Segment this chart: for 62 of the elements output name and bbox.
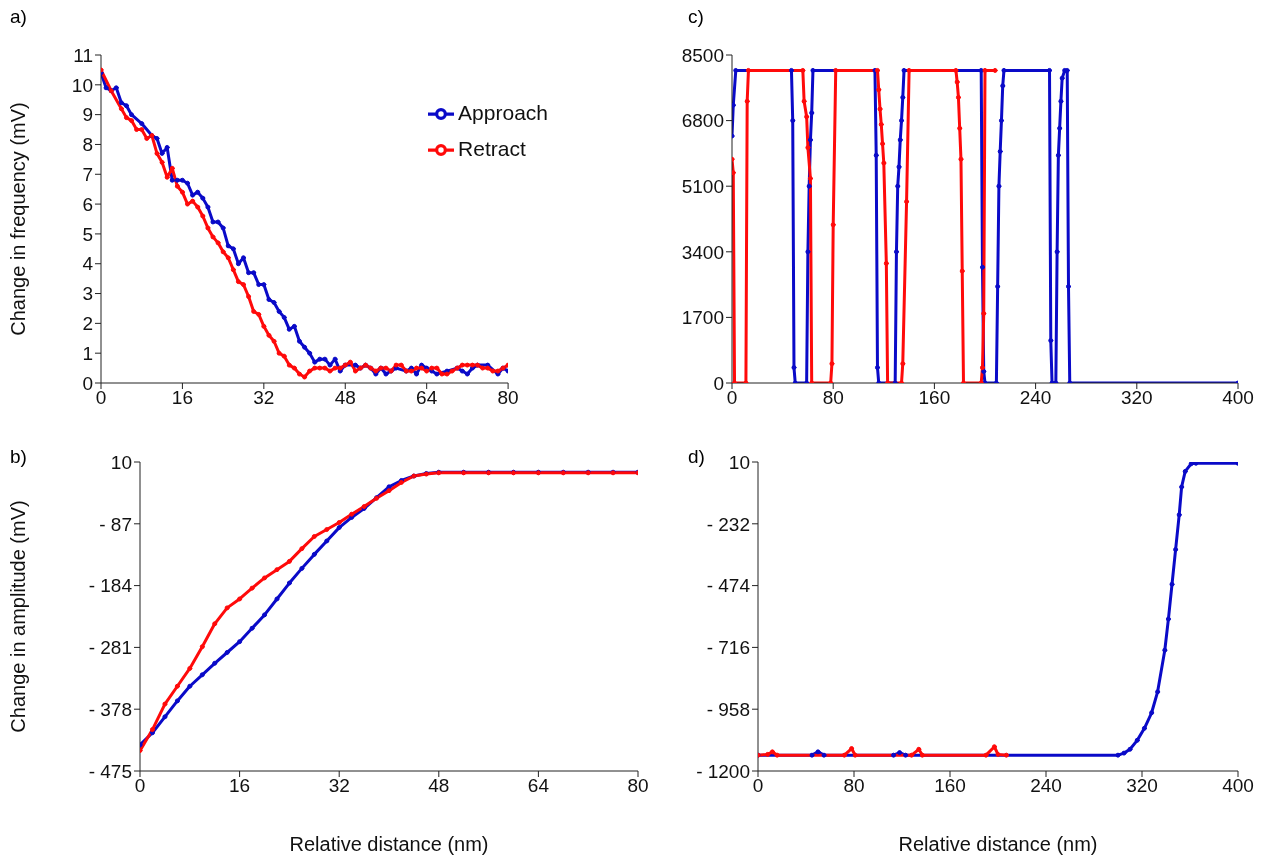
x-tick-label: 16 xyxy=(171,387,193,409)
y-tick-label: 10 xyxy=(728,451,750,473)
x-tick-label: 80 xyxy=(843,775,865,797)
y-tick-label: 3 xyxy=(82,283,93,305)
x-tick-label: 0 xyxy=(752,775,764,797)
x-tick-label: 32 xyxy=(253,387,275,409)
y-tick-label: 0 xyxy=(713,372,724,394)
y-axis-title: Change in frequency (mV) xyxy=(7,102,30,336)
y-tick-label: 5 xyxy=(82,223,93,245)
y-tick-label: 10 xyxy=(71,74,93,96)
y-tick-label: - 232 xyxy=(706,513,750,535)
x-tick-label: 160 xyxy=(934,775,966,797)
y-tick-label: 11 xyxy=(73,44,93,66)
y-tick-label: - 87 xyxy=(99,513,132,535)
x-tick-label: 64 xyxy=(416,387,438,409)
y-tick-label: 10 xyxy=(110,451,132,473)
x-tick-label: 80 xyxy=(822,387,844,409)
legend-label: Approach xyxy=(458,101,548,124)
x-tick-label: 240 xyxy=(1030,775,1062,797)
y-tick-label: - 958 xyxy=(706,698,750,720)
y-tick-label: 3400 xyxy=(681,241,724,263)
x-tick-label: 80 xyxy=(627,775,649,797)
x-tick-label: 400 xyxy=(1222,775,1254,797)
y-tick-label: 1 xyxy=(82,342,93,364)
x-tick-label: 64 xyxy=(527,775,550,797)
x-axis-title: Relative distance (nm) xyxy=(898,833,1098,855)
y-tick-label: - 716 xyxy=(706,637,750,659)
y-tick-label: - 281 xyxy=(88,637,132,659)
y-tick-label: 9 xyxy=(82,104,93,126)
y-tick-label: - 474 xyxy=(706,575,751,597)
y-tick-label: 6800 xyxy=(681,110,724,132)
x-tick-label: 48 xyxy=(428,775,450,797)
y-tick-label: 6 xyxy=(82,193,93,215)
y-axis-title: Change in amplitude (mV) xyxy=(7,500,30,733)
y-tick-label: 1700 xyxy=(681,307,724,329)
legend-label: Retract xyxy=(458,137,526,160)
x-tick-label: 320 xyxy=(1120,387,1153,409)
y-tick-label: 0 xyxy=(82,372,93,394)
y-tick-label: 2 xyxy=(82,313,93,335)
y-tick-label: 4 xyxy=(82,253,94,275)
y-tick-label: 7 xyxy=(82,164,93,186)
chart-title: d) xyxy=(688,446,705,468)
x-tick-label: 240 xyxy=(1019,387,1052,409)
x-tick-label: 400 xyxy=(1222,387,1254,409)
x-tick-label: 16 xyxy=(229,775,251,797)
x-axis-title: Relative distance (nm) xyxy=(289,833,489,855)
y-tick-label: - 475 xyxy=(88,760,132,782)
x-tick-label: 48 xyxy=(334,387,356,409)
x-tick-label: 160 xyxy=(918,387,951,409)
chart-title: b) xyxy=(10,446,27,468)
y-tick-label: - 1200 xyxy=(696,760,750,782)
y-tick-label: - 378 xyxy=(88,698,132,720)
x-tick-label: 80 xyxy=(497,387,519,409)
chart-title: c) xyxy=(688,6,704,28)
chart-title: a) xyxy=(10,6,27,28)
y-tick-label: - 184 xyxy=(88,575,133,597)
y-tick-label: 8 xyxy=(82,134,93,156)
x-tick-label: 320 xyxy=(1126,775,1158,797)
y-tick-label: 5100 xyxy=(681,175,724,197)
x-tick-label: 32 xyxy=(328,775,350,797)
y-tick-label: 8500 xyxy=(681,44,724,66)
x-tick-label: 0 xyxy=(134,775,146,797)
